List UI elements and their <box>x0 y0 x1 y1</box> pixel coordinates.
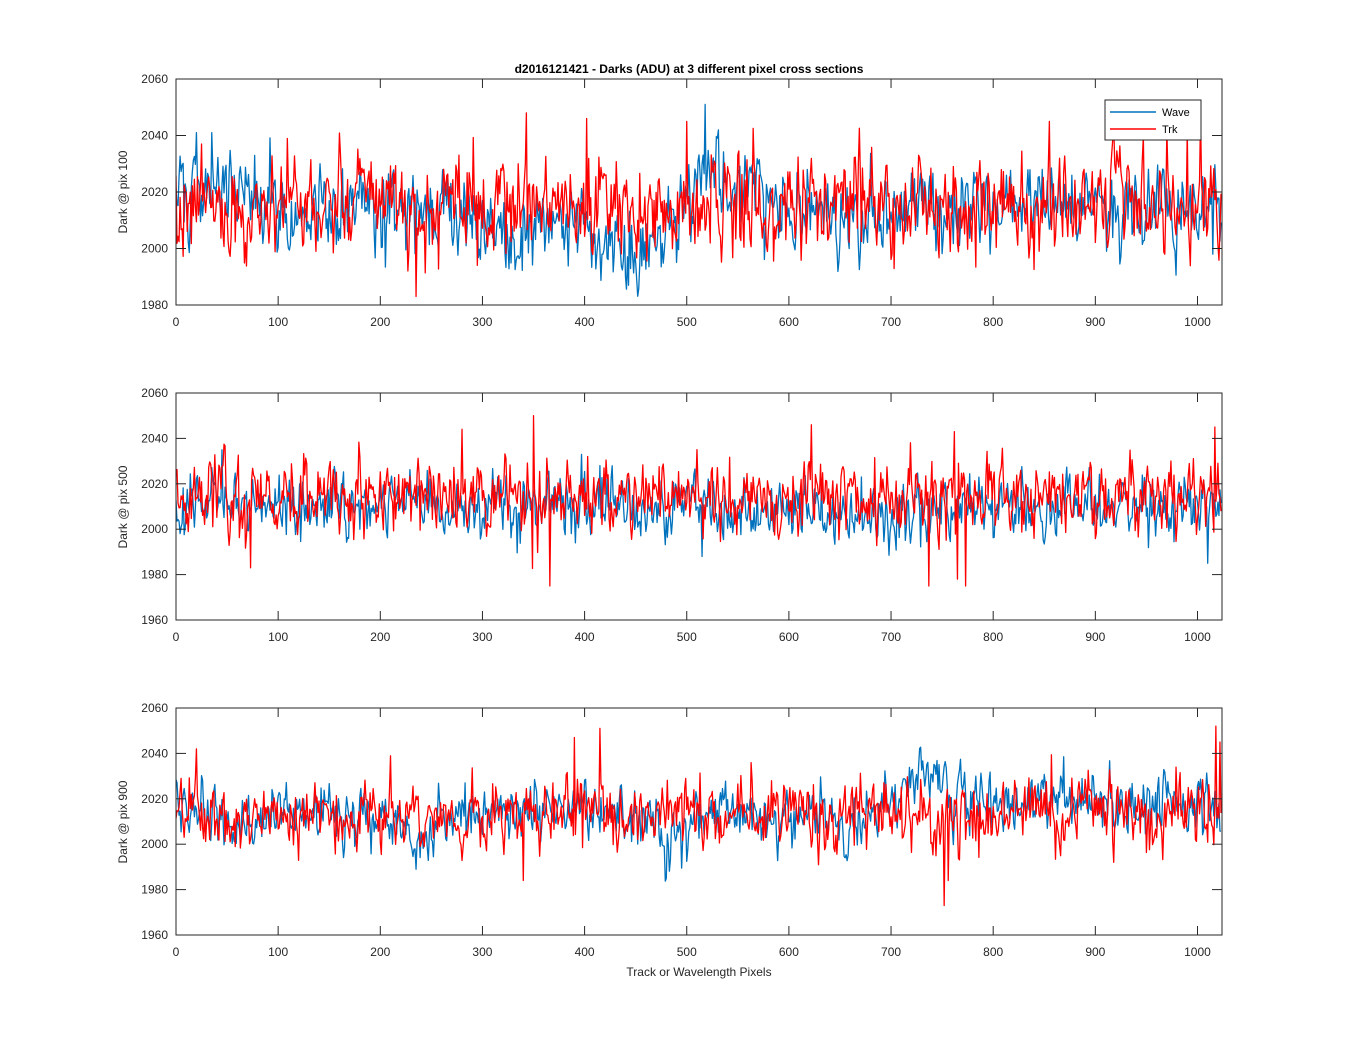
subplot-2-xtick-label: 800 <box>983 630 1003 644</box>
subplot-2-xtick-label: 500 <box>677 630 697 644</box>
subplot-1-xtick-label: 100 <box>268 315 288 329</box>
subplot-2-ytick-label: 2040 <box>141 431 168 445</box>
subplot-2-xtick-label: 100 <box>268 630 288 644</box>
legend-trk-label: Trk <box>1162 124 1178 136</box>
subplot-3-xtick-label: 1000 <box>1184 945 1211 959</box>
subplot-2-series-trk <box>176 415 1222 587</box>
subplot-2-xtick-label: 1000 <box>1184 630 1211 644</box>
subplot-2-xtick-label: 900 <box>1085 630 1105 644</box>
subplot-1-ytick-label: 2060 <box>141 72 168 86</box>
subplot-1-ytick-label: 1980 <box>141 298 168 312</box>
subplot-3-xtick-label: 900 <box>1085 945 1105 959</box>
subplot-1-xtick-label: 900 <box>1085 315 1105 329</box>
subplot-3: 0 100 200 300 400 500 600 700 800 900 1000 1960 1980… <box>116 701 1223 959</box>
subplot-1-xtick-label: 0 <box>173 315 180 329</box>
subplot-3-xtick-label: 600 <box>779 945 799 959</box>
legend-wave-label: Wave <box>1162 107 1190 119</box>
subplot-3-ytick-label: 2040 <box>141 746 168 760</box>
subplot-2-xtick-label: 400 <box>575 630 595 644</box>
subplot-1-series-trk <box>176 112 1222 298</box>
subplot-1-xtick-label: 200 <box>370 315 390 329</box>
subplot-1-xtick-label: 500 <box>677 315 697 329</box>
subplot-1-xtick-label: 600 <box>779 315 799 329</box>
subplot-3-xtick-label: 200 <box>370 945 390 959</box>
subplot-3-xtick-label: 800 <box>983 945 1003 959</box>
subplot-1-ytick-label: 2000 <box>141 242 168 256</box>
subplot-3-ytick-label: 2020 <box>141 792 168 806</box>
subplot-2-ytick-label: 1980 <box>141 568 168 582</box>
subplot-2-xtick-label: 200 <box>370 630 390 644</box>
subplot-2-xtick-label: 600 <box>779 630 799 644</box>
subplot-2-ytick-label: 1960 <box>141 613 168 627</box>
subplot-3-xtick-label: 700 <box>881 945 901 959</box>
subplot-3-ytick-label: 2000 <box>141 837 168 851</box>
subplot-3-xtick-label: 100 <box>268 945 288 959</box>
chart-title: d2016121421 - Darks (ADU) at 3 different… <box>515 62 864 76</box>
subplot-1-ytick-label: 2020 <box>141 185 168 199</box>
subplot-3-xtick-label: 300 <box>472 945 492 959</box>
subplot-3-ytick-label: 1960 <box>141 928 168 942</box>
subplot-3-ylabel: Dark @ pix 900 <box>116 780 130 863</box>
subplot-3-xtick-label: 400 <box>575 945 595 959</box>
subplot-1-ytick-label: 2040 <box>141 129 168 143</box>
subplot-3-series-trk <box>176 725 1222 907</box>
subplot-3-xtick-label: 0 <box>173 945 180 959</box>
subplot-3-axes-box <box>175 707 1223 936</box>
subplot-2-xtick-label: 0 <box>173 630 180 644</box>
subplot-1-xtick-label: 800 <box>983 315 1003 329</box>
subplot-2: 0 100 200 300 400 500 600 700 800 900 1000 1960 1980… <box>116 386 1223 644</box>
subplot-1-xtick-label: 1000 <box>1184 315 1211 329</box>
subplot-1-xtick-label: 700 <box>881 315 901 329</box>
subplot-1-xtick-label: 300 <box>472 315 492 329</box>
subplot-2-xtick-label: 700 <box>881 630 901 644</box>
subplot-2-ytick-label: 2060 <box>141 386 168 400</box>
subplot-1: 0 100 200 300 400 500 600 700 800 900 1000 1980 2000… <box>116 72 1223 329</box>
x-axis-label: Track or Wavelength Pixels <box>626 965 771 979</box>
subplot-3-ytick-label: 1980 <box>141 883 168 897</box>
subplot-3-xtick-label: 500 <box>677 945 697 959</box>
subplot-1-xtick-label: 400 <box>575 315 595 329</box>
subplot-2-axes-box <box>175 392 1223 621</box>
subplot-2-ytick-label: 2000 <box>141 522 168 536</box>
legend-box <box>1104 99 1202 141</box>
subplot-1-ylabel: Dark @ pix 100 <box>116 150 130 233</box>
subplot-3-ytick-label: 2060 <box>141 701 168 715</box>
legend: Wave Trk <box>1104 99 1202 141</box>
subplot-2-ytick-label: 2020 <box>141 477 168 491</box>
subplot-2-ylabel: Dark @ pix 500 <box>116 465 130 548</box>
subplot-2-xtick-label: 300 <box>472 630 492 644</box>
